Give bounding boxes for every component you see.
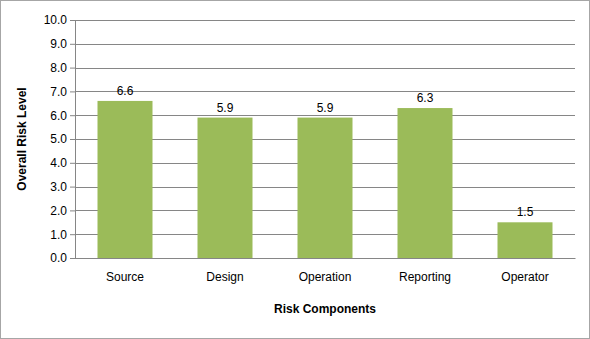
- tick-mark: [70, 163, 75, 164]
- tick-mark: [70, 91, 75, 92]
- grid-line: [75, 20, 575, 21]
- y-axis-title: Overall Risk Level: [15, 87, 29, 190]
- chart-frame: [1, 1, 590, 339]
- tick-label: 4.0: [50, 156, 67, 170]
- tick-mark: [70, 139, 75, 140]
- tick: 8.0: [50, 61, 75, 75]
- bar: [98, 101, 153, 258]
- tick-mark: [70, 115, 75, 116]
- tick: Source: [106, 270, 144, 284]
- data-labels: 6.6 5.9 5.9 6.3 1.5: [117, 84, 534, 219]
- data-label: 1.5: [517, 205, 534, 219]
- x-axis: Source Design Operation Reporting Operator: [76, 259, 576, 284]
- tick: 6.0: [50, 109, 75, 123]
- tick-label: 10.0: [44, 13, 68, 27]
- tick-label: Operation: [299, 270, 352, 284]
- tick-label: 2.0: [50, 204, 67, 218]
- grid: [75, 21, 575, 259]
- chart: 0.0 1.0 2.0 3.0 4.0 5.0 6.0 7.0 8.0 9.0 10.0 Source…: [0, 0, 590, 339]
- tick: Operator: [501, 270, 548, 284]
- grid-line: [75, 258, 575, 259]
- tick-label: 9.0: [50, 37, 67, 51]
- grid-line: [75, 91, 575, 92]
- tick: 9.0: [50, 37, 75, 51]
- bar: [198, 118, 253, 258]
- tick-mark: [70, 258, 75, 259]
- tick: 1.0: [50, 228, 75, 242]
- tick: Reporting: [399, 270, 451, 284]
- tick-label: 5.0: [50, 132, 67, 146]
- tick-mark: [70, 68, 75, 69]
- bar: [298, 118, 353, 258]
- grid-line: [75, 44, 575, 45]
- tick: 0.0: [50, 251, 75, 265]
- tick-label: 0.0: [50, 251, 67, 265]
- grid-line: [75, 68, 575, 69]
- tick-label: Design: [206, 270, 243, 284]
- tick: 2.0: [50, 204, 75, 218]
- bars: [98, 101, 553, 258]
- data-label: 5.9: [317, 101, 334, 115]
- tick-label: Reporting: [399, 270, 451, 284]
- tick-label: 8.0: [50, 61, 67, 75]
- tick-label: 7.0: [50, 85, 67, 99]
- data-label: 5.9: [217, 101, 234, 115]
- tick-mark: [70, 44, 75, 45]
- tick: 3.0: [50, 180, 75, 194]
- bar: [398, 108, 453, 258]
- tick: 7.0: [50, 85, 75, 99]
- y-axis: 0.0 1.0 2.0 3.0 4.0 5.0 6.0 7.0 8.0 9.0 10.0: [44, 13, 76, 265]
- data-label: 6.6: [117, 84, 134, 98]
- tick-mark: [70, 20, 75, 21]
- plot: 0.0 1.0 2.0 3.0 4.0 5.0 6.0 7.0 8.0 9.0 10.0 Source…: [44, 13, 576, 283]
- tick: 5.0: [50, 132, 75, 146]
- tick-label: 1.0: [50, 228, 67, 242]
- axis-line: [75, 21, 76, 259]
- x-axis-title: Risk Components: [274, 302, 376, 316]
- tick: Operation: [299, 270, 352, 284]
- tick: 4.0: [50, 156, 75, 170]
- bar: [498, 222, 553, 258]
- tick-label: Operator: [501, 270, 548, 284]
- tick-label: 6.0: [50, 109, 67, 123]
- tick: 10.0: [44, 13, 75, 27]
- tick-label: 3.0: [50, 180, 67, 194]
- data-label: 6.3: [417, 91, 434, 105]
- tick: Design: [206, 270, 243, 284]
- tick-label: Source: [106, 270, 144, 284]
- tick-mark: [70, 187, 75, 188]
- tick-mark: [70, 210, 75, 211]
- axis-line: [76, 258, 576, 259]
- tick-mark: [70, 234, 75, 235]
